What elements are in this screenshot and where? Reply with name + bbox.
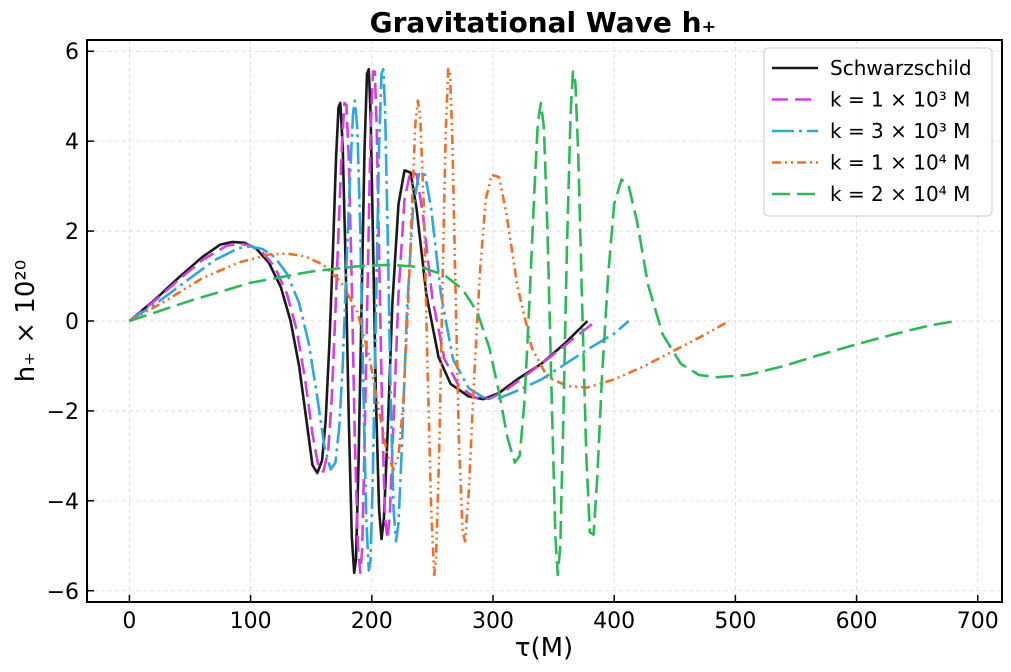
legend-label-3: k = 3 × 10³ M: [830, 119, 970, 143]
y-tick-label: −6: [47, 580, 79, 605]
grid: [87, 40, 1002, 602]
y-tick-label: 0: [65, 310, 79, 335]
x-tick-label: 500: [714, 609, 756, 634]
series-line-5: [128, 70, 957, 577]
x-tick-label: 100: [230, 609, 272, 634]
y-tick-label: −4: [47, 490, 79, 515]
series-line-3: [128, 67, 630, 572]
legend-label-2: k = 1 × 10³ M: [830, 88, 970, 112]
x-tick-label: 400: [593, 609, 635, 634]
x-tick-label: 0: [122, 609, 136, 634]
x-tick-label: 200: [351, 609, 393, 634]
y-tick-label: 2: [65, 220, 79, 245]
series-line-4: [128, 67, 730, 577]
series-line-1: [128, 67, 589, 575]
y-tick-label: 6: [65, 40, 79, 65]
x-tick-label: 600: [836, 609, 878, 634]
y-tick-label: 4: [65, 130, 79, 155]
legend-label-5: k = 2 × 10⁴ M: [830, 182, 970, 206]
axis-ticks: 0 100 200 300 400 500 600 700 −6 −4 −2 0 2 4 6: [47, 40, 999, 634]
legend-box: [763, 47, 993, 217]
series-line-2: [128, 70, 597, 575]
chart-title: Gravitational Wave h₊: [370, 6, 717, 39]
x-axis-label: τ(M): [515, 633, 573, 663]
series-lines: [128, 67, 957, 577]
x-tick-label: 300: [472, 609, 514, 634]
x-tick-label: 700: [957, 609, 999, 634]
y-axis-label: h₊ × 10²⁰: [11, 260, 41, 382]
legend-label-1: Schwarzschild: [830, 56, 972, 80]
legend-label-4: k = 1 × 10⁴ M: [830, 151, 970, 175]
y-tick-label: −2: [47, 400, 79, 425]
legend: Schwarzschild k = 1 × 10³ M k = 3 × 10³ M k…: [763, 47, 993, 217]
